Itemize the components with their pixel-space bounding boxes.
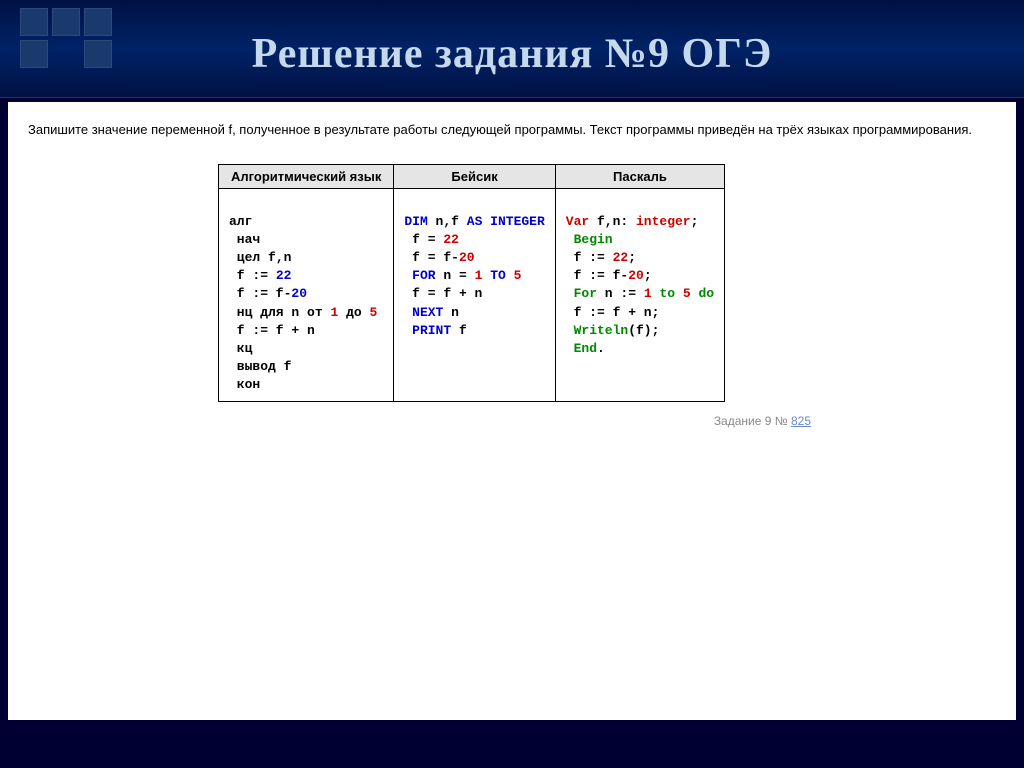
slide-header: Решение задания №9 ОГЭ [0, 0, 1024, 98]
content-area: Запишите значение переменной f, полученн… [8, 102, 1016, 720]
task-ref-prefix: Задание 9 № [714, 414, 791, 428]
col-header-alg: Алгоритмический язык [219, 164, 394, 188]
code-cell-alg: алг нач цел f,n f := 22 f := f-20 нц для… [219, 188, 394, 401]
slide: Решение задания №9 ОГЭ Запишите значение… [0, 0, 1024, 768]
code-cell-basic: DIM n,f AS INTEGER f = 22 f = f-20 FOR n… [394, 188, 555, 401]
square-icon [20, 8, 48, 36]
code-table: Алгоритмический язык Бейсик Паскаль алг … [218, 164, 725, 402]
square-icon [84, 8, 112, 36]
slide-title: Решение задания №9 ОГЭ [0, 0, 1024, 78]
task-ref-link[interactable]: 825 [791, 414, 811, 428]
code-cell-pascal: Var f,n: integer; Begin f := 22; f := f-… [555, 188, 724, 401]
task-reference: Задание 9 № 825 [28, 414, 811, 428]
square-icon [52, 8, 80, 36]
question-text: Запишите значение переменной f, полученн… [28, 120, 996, 140]
col-header-basic: Бейсик [394, 164, 555, 188]
square-icon [84, 40, 112, 68]
square-icon [20, 40, 48, 68]
col-header-pascal: Паскаль [555, 164, 724, 188]
